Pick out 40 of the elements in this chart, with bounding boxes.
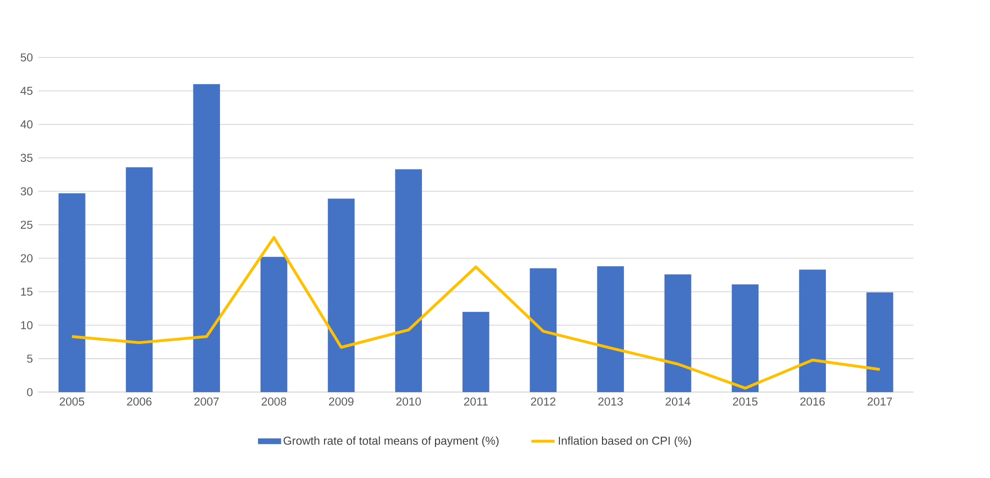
x-tick-label: 2007: [194, 397, 219, 406]
bar: [462, 312, 490, 392]
x-tick-label: 2006: [127, 397, 152, 406]
x-tick-label: 2010: [396, 397, 421, 406]
y-tick-label: 10: [21, 321, 33, 330]
bar: [58, 193, 86, 392]
x-tick-label: 2017: [868, 397, 892, 406]
x-tick-label: 2012: [531, 397, 556, 406]
y-tick-label: 50: [20, 53, 33, 62]
bar: [664, 274, 692, 392]
y-tick-label: 15: [21, 288, 32, 296]
x-tick-label: 2013: [598, 397, 623, 406]
bar: [193, 84, 220, 392]
x-tick-label: 2005: [60, 397, 84, 406]
x-tick-label: 2016: [800, 397, 825, 406]
line-series: [70, 236, 882, 390]
y-tick-label: 0: [27, 388, 33, 396]
y-tick-label: 5: [27, 354, 32, 363]
x-tick-label: 2011: [464, 397, 488, 406]
x-tick-label: 2008: [262, 397, 286, 406]
bar: [799, 270, 826, 392]
y-tick-label: 25: [20, 220, 32, 229]
x-tick-label: 2009: [329, 397, 354, 406]
bar: [328, 198, 355, 392]
bar: [260, 256, 288, 392]
legend-label: Growth rate of total means of payment (%): [284, 436, 499, 447]
legend-label: Inflation based on CPI (%): [558, 436, 692, 447]
y-tick-label: 20: [20, 254, 33, 262]
bar: [126, 167, 153, 392]
bar: [395, 169, 422, 392]
x-tick-label: 2014: [666, 397, 690, 406]
bar: [530, 268, 557, 392]
y-tick-label: 35: [20, 154, 32, 162]
x-tick-label: 2015: [732, 397, 758, 406]
y-tick-label: 30: [20, 187, 33, 196]
bar: [732, 284, 759, 392]
y-tick-label: 40: [20, 120, 33, 128]
y-tick-label: 45: [20, 86, 32, 95]
bar: [597, 266, 624, 392]
bar: [866, 292, 894, 392]
